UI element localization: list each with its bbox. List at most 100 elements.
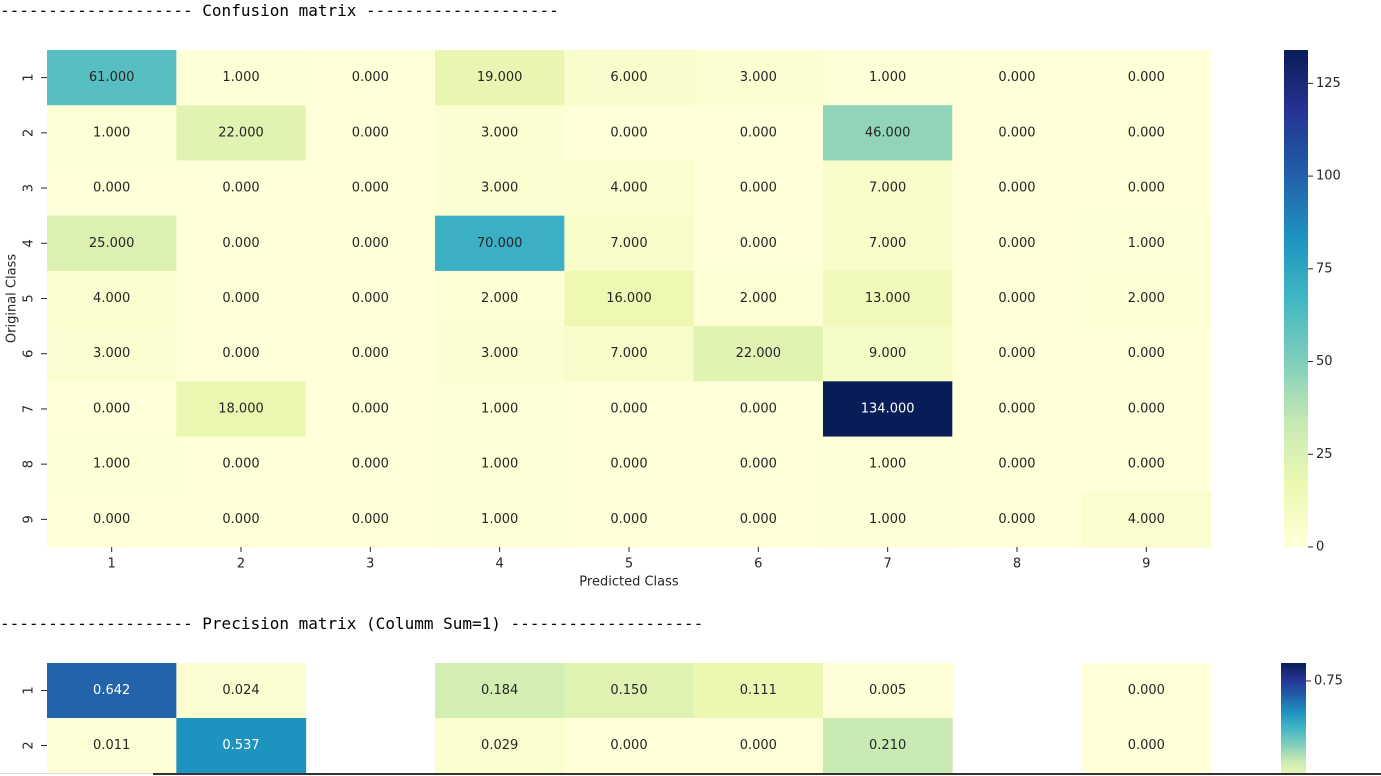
- heatmap-cell: [952, 270, 1083, 327]
- cell-value-label: 0.000: [998, 401, 1035, 416]
- cell-value-label: 0.000: [740, 457, 777, 472]
- colorbar-tick-label: 125: [1316, 76, 1341, 91]
- cell-value-label: 22.000: [736, 346, 782, 361]
- heatmap-cell: [1081, 50, 1212, 106]
- heatmap-cell: [693, 436, 824, 493]
- cell-value-label: 0.005: [869, 683, 906, 698]
- cell-value-label: 0.000: [610, 512, 647, 527]
- heatmap-cell: [822, 270, 953, 327]
- heatmap-cell: [305, 326, 436, 382]
- heatmap-cell: [305, 105, 436, 161]
- precision-matrix-banner: -------------------- Precision matrix (C…: [0, 614, 704, 633]
- horizontal-scrollbar[interactable]: [153, 773, 1381, 775]
- cell-value-label: 0.000: [610, 738, 647, 753]
- heatmap-cell: [952, 50, 1083, 106]
- colorbar-tick-label: 100: [1316, 169, 1341, 184]
- y-tick-label: 7: [22, 405, 37, 413]
- cell-value-label: 3.000: [740, 70, 777, 85]
- heatmap-cell: [47, 436, 177, 493]
- heatmap-cell: [1081, 718, 1212, 773]
- cell-value-label: 0.000: [352, 236, 389, 251]
- cell-value-label: 1.000: [869, 512, 906, 527]
- cell-value-label: 1.000: [869, 70, 906, 85]
- heatmap-cell: [434, 215, 565, 272]
- heatmap-cell: [434, 326, 565, 382]
- cell-value-label: 0.000: [610, 125, 647, 140]
- cell-value-label: 1.000: [93, 457, 130, 472]
- cell-value-label: 3.000: [481, 181, 518, 196]
- x-tick-label: 9: [1142, 556, 1150, 571]
- cell-value-label: 0.000: [352, 457, 389, 472]
- heatmap-cell: [564, 160, 695, 217]
- cell-value-label: 6.000: [610, 70, 647, 85]
- heatmap-cell: [305, 381, 436, 438]
- heatmap-cell: [693, 381, 824, 438]
- heatmap-cell: [1081, 105, 1212, 161]
- cell-value-label: 22.000: [218, 125, 264, 140]
- y-tick-label: 6: [22, 350, 37, 358]
- cell-value-label: 1.000: [481, 401, 518, 416]
- x-tick-label: 7: [884, 556, 892, 571]
- x-tick-label: 4: [496, 556, 504, 571]
- cell-value-label: 0.537: [222, 738, 259, 753]
- cell-value-label: 1.000: [93, 125, 130, 140]
- y-tick-label: 1: [22, 73, 37, 81]
- cell-value-label: 0.000: [998, 181, 1035, 196]
- cell-value-label: 0.000: [222, 457, 259, 472]
- heatmap-cell: [822, 215, 953, 272]
- heatmap-cell: [952, 436, 1083, 493]
- heatmap-cell: [564, 436, 695, 493]
- cell-value-label: 0.000: [1128, 401, 1165, 416]
- cell-value-label: 0.000: [610, 457, 647, 472]
- heatmap-cell: [822, 491, 953, 548]
- cell-value-label: 0.000: [222, 346, 259, 361]
- x-tick-label: 6: [754, 556, 762, 571]
- heatmap-cell: [822, 326, 953, 382]
- cell-value-label: 7.000: [610, 346, 647, 361]
- colorbar-tick-label: 50: [1316, 354, 1333, 369]
- heatmap-cell: [305, 215, 436, 272]
- heatmap-cell: [693, 50, 824, 106]
- cell-value-label: 0.000: [222, 512, 259, 527]
- heatmap-cell: [176, 718, 307, 773]
- heatmap-cell: [1081, 663, 1212, 719]
- heatmap-cell: [952, 215, 1083, 272]
- heatmap-cell: [564, 381, 695, 438]
- heatmap-cell: [693, 160, 824, 217]
- heatmap-cell: [176, 491, 307, 548]
- cell-value-label: 3.000: [93, 346, 130, 361]
- cell-value-label: 0.000: [93, 181, 130, 196]
- cell-value-label: 0.150: [610, 683, 647, 698]
- heatmap-2: 0.642 0.024 0.184 0.150 0.111 0.005 0.000 0.011…: [22, 663, 1343, 773]
- y-tick-label: 1: [22, 686, 37, 694]
- cell-value-label: 3.000: [481, 346, 518, 361]
- heatmap-cell: [305, 270, 436, 327]
- heatmap-cell: [47, 270, 177, 327]
- colorbar-tick-label: 0: [1316, 540, 1324, 555]
- cell-value-label: 0.000: [740, 512, 777, 527]
- x-tick-label: 3: [366, 556, 374, 571]
- heatmap-cell: [822, 436, 953, 493]
- cell-value-label: 0.000: [93, 512, 130, 527]
- cell-value-label: 0.111: [740, 683, 777, 698]
- cell-value-label: 0.000: [352, 70, 389, 85]
- heatmap-cell: [952, 160, 1083, 217]
- heatmap-cell: [822, 718, 953, 773]
- colorbar: [1284, 50, 1308, 547]
- cell-value-label: 61.000: [89, 70, 135, 85]
- cell-value-label: 0.024: [222, 683, 259, 698]
- y-tick-label: 2: [22, 741, 37, 749]
- y-tick-label: 4: [22, 239, 37, 247]
- heatmap-cell: [305, 50, 436, 106]
- cell-value-label: 4.000: [610, 181, 647, 196]
- heatmap-cell: [434, 436, 565, 493]
- colorbar-tick-label: 75: [1316, 261, 1333, 276]
- cell-value-label: 0.000: [740, 181, 777, 196]
- cell-value-label: 0.000: [998, 457, 1035, 472]
- heatmap-cell: [693, 718, 824, 773]
- cell-value-label: 0.011: [93, 738, 130, 753]
- heatmap-cell: [434, 270, 565, 327]
- heatmap-cell: [564, 50, 695, 106]
- cell-value-label: 0.000: [352, 181, 389, 196]
- heatmap-cell: [693, 215, 824, 272]
